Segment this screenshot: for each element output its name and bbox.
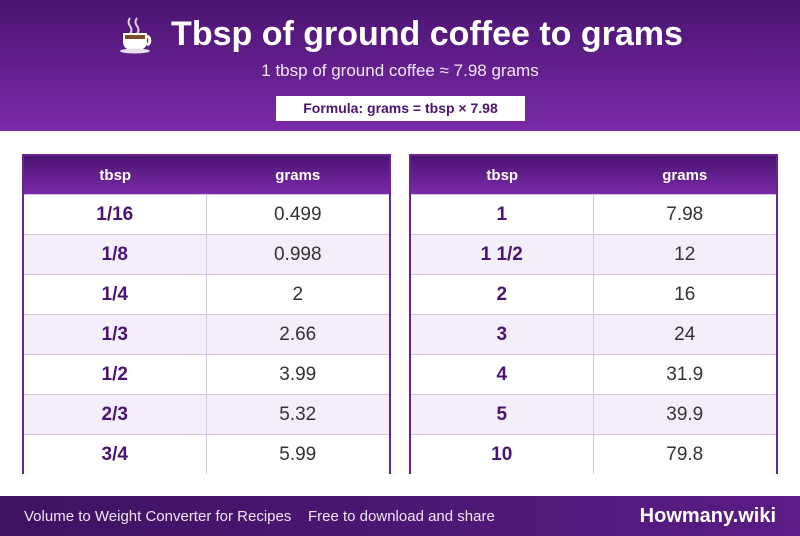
grams-cell: 24	[674, 323, 696, 345]
conversion-table-right: tbsp grams 1 7.98 1 1/2 12 2 16 3 24 4 31.9 5 39.9 1…	[409, 154, 778, 474]
table-row: 1/2 3.99	[24, 354, 389, 394]
hot-beverage-icon	[117, 14, 157, 54]
table-body: 1 7.98 1 1/2 12 2 16 3 24 4 31.9 5 39.9 10 79.8	[411, 194, 776, 474]
column-header-grams: grams	[662, 166, 708, 184]
table-row: 1/8 0.998	[24, 234, 389, 274]
grams-cell: 16	[674, 283, 696, 305]
grams-cell: 0.499	[273, 203, 322, 225]
table-row: 2 16	[411, 274, 776, 314]
grams-cell: 39.9	[666, 403, 704, 425]
page-title: Tbsp of ground coffee to grams	[171, 14, 683, 53]
column-header-grams: grams	[275, 166, 321, 184]
tbsp-cell: 1 1/2	[411, 235, 594, 274]
column-header-tbsp: tbsp	[99, 166, 132, 184]
formula-badge: Formula: grams = tbsp × 7.98	[276, 96, 525, 121]
table-row: 10 79.8	[411, 434, 776, 474]
table-row: 1/3 2.66	[24, 314, 389, 354]
grams-cell: 2.66	[279, 323, 317, 345]
table-body: 1/16 0.499 1/8 0.998 1/4 2 1/3 2.66 1/2 3.99 2/3 5.…	[24, 194, 389, 474]
table-row: 2/3 5.32	[24, 394, 389, 434]
footer-note: Free to download and share	[308, 508, 495, 525]
grams-cell: 79.8	[666, 443, 704, 465]
tbsp-cell: 1/3	[24, 315, 207, 354]
conversion-table-left: tbsp grams 1/16 0.499 1/8 0.998 1/4 2 1/3 2.66 1…	[22, 154, 391, 474]
tbsp-cell: 1	[411, 195, 594, 234]
brand-logo-text[interactable]: Howmany.wiki	[639, 505, 776, 527]
tbsp-cell: 3/4	[24, 435, 207, 474]
grams-cell: 12	[674, 243, 696, 265]
table-row: 3/4 5.99	[24, 434, 389, 474]
tbsp-cell: 1/4	[24, 275, 207, 314]
tbsp-cell: 4	[411, 355, 594, 394]
tbsp-cell: 5	[411, 395, 594, 434]
table-row: 1 1/2 12	[411, 234, 776, 274]
grams-cell: 3.99	[279, 363, 317, 385]
table-header: tbsp grams	[411, 156, 776, 194]
table-row: 1 7.98	[411, 194, 776, 234]
table-row: 3 24	[411, 314, 776, 354]
tbsp-cell: 2/3	[24, 395, 207, 434]
table-row: 4 31.9	[411, 354, 776, 394]
grams-cell: 2	[292, 283, 304, 305]
tbsp-cell: 10	[411, 435, 594, 474]
grams-cell: 0.998	[273, 243, 322, 265]
footer-bar: Volume to Weight Converter for Recipes F…	[0, 496, 800, 536]
grams-cell: 5.32	[279, 403, 317, 425]
tbsp-cell: 1/2	[24, 355, 207, 394]
title-row: Tbsp of ground coffee to grams	[0, 12, 800, 56]
tbsp-cell: 1/8	[24, 235, 207, 274]
table-header: tbsp grams	[24, 156, 389, 194]
table-row: 1/4 2	[24, 274, 389, 314]
table-row: 5 39.9	[411, 394, 776, 434]
column-header-tbsp: tbsp	[486, 166, 519, 184]
tbsp-cell: 3	[411, 315, 594, 354]
grams-cell: 31.9	[666, 363, 704, 385]
page-subtitle: 1 tbsp of ground coffee ≈ 7.98 grams	[261, 61, 539, 80]
grams-cell: 5.99	[279, 443, 317, 465]
table-row: 1/16 0.499	[24, 194, 389, 234]
tbsp-cell: 2	[411, 275, 594, 314]
header-banner: Tbsp of ground coffee to grams 1 tbsp of…	[0, 0, 800, 131]
grams-cell: 7.98	[666, 203, 704, 225]
tbsp-cell: 1/16	[24, 195, 207, 234]
footer-description: Volume to Weight Converter for Recipes	[24, 508, 292, 525]
